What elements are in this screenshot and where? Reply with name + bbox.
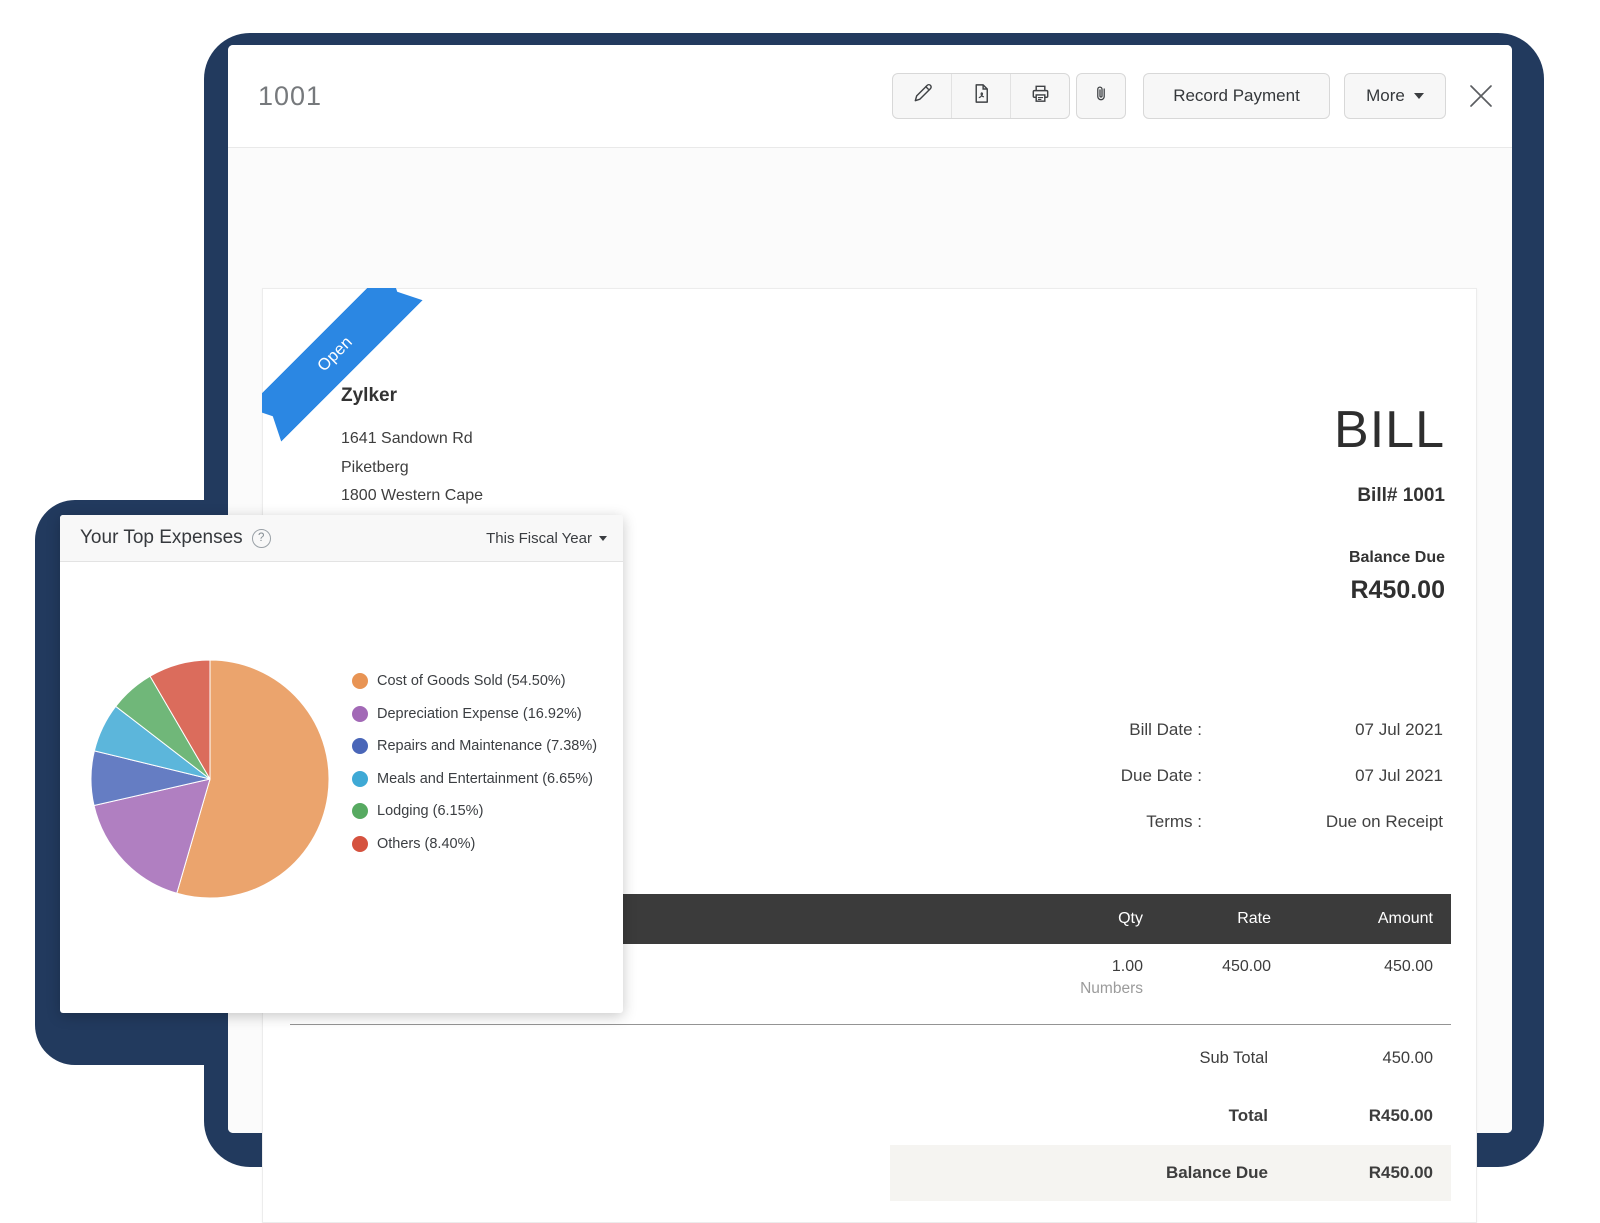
legend-item[interactable]: Repairs and Maintenance (7.38%) (352, 730, 597, 763)
pie-slice[interactable] (149, 659, 211, 781)
more-button[interactable]: More (1344, 73, 1446, 119)
legend-item[interactable]: Lodging (6.15%) (352, 795, 597, 828)
attachment-button[interactable] (1076, 73, 1126, 119)
more-button-label: More (1366, 86, 1405, 105)
legend-dot (352, 673, 368, 690)
pie-slice[interactable] (93, 778, 211, 894)
chevron-down-icon (599, 535, 607, 541)
legend-dot (352, 770, 368, 787)
expenses-card-title: Your Top Expenses (80, 527, 243, 548)
legend-item[interactable]: Cost of Goods Sold (54.50%) (352, 665, 597, 698)
meta-label: Bill Date : (1129, 720, 1202, 739)
bill-number: Bill# 1001 (1357, 485, 1445, 506)
meta-row-bill-date: Bill Date : 07 Jul 2021 (782, 707, 1443, 753)
meta-row-terms: Terms : Due on Receipt (782, 799, 1443, 845)
vendor-address-line: Piketberg (341, 458, 409, 476)
attachment-icon (1090, 83, 1112, 110)
pie-legend: Cost of Goods Sold (54.50%) Depreciation … (352, 665, 597, 860)
legend-dot (352, 835, 368, 852)
toolbar-icon-group (892, 73, 1070, 119)
balance-row-value: R450.00 (1368, 1163, 1433, 1182)
item-rate: 450.00 (1222, 958, 1271, 975)
balance-row-label: Balance Due (1165, 1163, 1268, 1182)
legend-dot (352, 705, 368, 722)
subtotal-row: Sub Total 450.00 (890, 1025, 1451, 1082)
table-divider (290, 1024, 1451, 1025)
table-row: 1.00 450.00 450.00 (290, 944, 1451, 976)
meta-value: 07 Jul 2021 (1355, 766, 1443, 785)
meta-value: Due on Receipt (1325, 812, 1443, 831)
period-selector[interactable]: This Fiscal Year (486, 530, 607, 547)
page-title: 1001 (258, 81, 323, 111)
edit-icon (911, 82, 934, 110)
total-row: Total R450.00 (890, 1082, 1451, 1140)
legend-label: Lodging (6.15%) (377, 803, 484, 820)
modal-header: 1001 Record Payment (228, 45, 1512, 148)
vendor-block: Zylker 1641 Sandown Rd Piketberg 1800 We… (341, 385, 483, 511)
item-amount: 450.00 (1384, 958, 1433, 975)
bill-meta: Bill Date : 07 Jul 2021 Due Date : 07 Ju… (782, 707, 1443, 845)
vendor-name: Zylker (341, 385, 397, 406)
meta-label: Due Date : (1120, 766, 1202, 785)
item-account: Numbers (1080, 980, 1143, 997)
vendor-address-line: 1641 Sandown Rd (341, 430, 473, 447)
bill-detail-modal: 1001 Record Payment (228, 45, 1512, 1223)
legend-label: Cost of Goods Sold (54.50%) (377, 673, 566, 690)
legend-label: Repairs and Maintenance (7.38%) (377, 738, 598, 755)
period-selector-label: This Fiscal Year (486, 529, 592, 547)
print-button[interactable] (1010, 74, 1069, 118)
balance-due-row: Balance Due R450.00 (890, 1145, 1451, 1201)
legend-label: Meals and Entertainment (6.65%) (377, 770, 593, 787)
legend-dot (352, 738, 368, 755)
close-button[interactable] (1468, 83, 1494, 109)
item-account-row: Numbers (290, 976, 1451, 1024)
expenses-card-header: Your Top Expenses ? This Fiscal Year (60, 515, 623, 562)
legend-label: Depreciation Expense (16.92%) (377, 705, 582, 722)
totals-block: Sub Total 450.00 Total R450.00 Balance D… (890, 1025, 1451, 1201)
pie-slice[interactable] (176, 659, 330, 899)
meta-label: Terms : (1146, 812, 1202, 831)
edit-button[interactable] (893, 74, 951, 118)
legend-dot (352, 803, 368, 820)
top-expenses-card: Your Top Expenses ? This Fiscal Year Cos… (60, 515, 623, 1013)
legend-item[interactable]: Depreciation Expense (16.92%) (352, 698, 597, 731)
meta-value: 07 Jul 2021 (1355, 720, 1443, 739)
balance-due-label: Balance Due (1348, 549, 1445, 566)
subtotal-value: 450.00 (1382, 1049, 1433, 1067)
item-qty: 1.00 (1111, 958, 1143, 975)
col-header-amount: Amount (1377, 910, 1433, 927)
close-icon (1468, 85, 1494, 113)
balance-due-amount: R450.00 (1350, 576, 1445, 604)
chevron-down-icon (1413, 93, 1424, 99)
bill-heading-block: BILL Bill# 1001 Balance Due R450.00 (1334, 401, 1445, 605)
subtotal-label: Sub Total (1199, 1049, 1269, 1067)
expenses-pie-chart[interactable] (90, 659, 330, 899)
vendor-address-line: 1800 Western Cape (341, 487, 484, 504)
pdf-button[interactable] (951, 74, 1010, 118)
meta-row-due-date: Due Date : 07 Jul 2021 (782, 753, 1443, 799)
total-value: R450.00 (1368, 1106, 1433, 1125)
col-header-qty: Qty (1118, 910, 1143, 927)
record-payment-button[interactable]: Record Payment (1143, 73, 1330, 119)
doc-type-title: BILL (1334, 401, 1445, 459)
help-icon[interactable]: ? (251, 528, 271, 548)
total-label: Total (1228, 1106, 1268, 1125)
legend-item[interactable]: Others (8.40%) (352, 828, 597, 861)
print-icon (1029, 82, 1052, 110)
legend-item[interactable]: Meals and Entertainment (6.65%) (352, 763, 597, 796)
pdf-icon (970, 82, 993, 110)
legend-label: Others (8.40%) (377, 835, 476, 852)
col-header-rate: Rate (1237, 910, 1271, 927)
